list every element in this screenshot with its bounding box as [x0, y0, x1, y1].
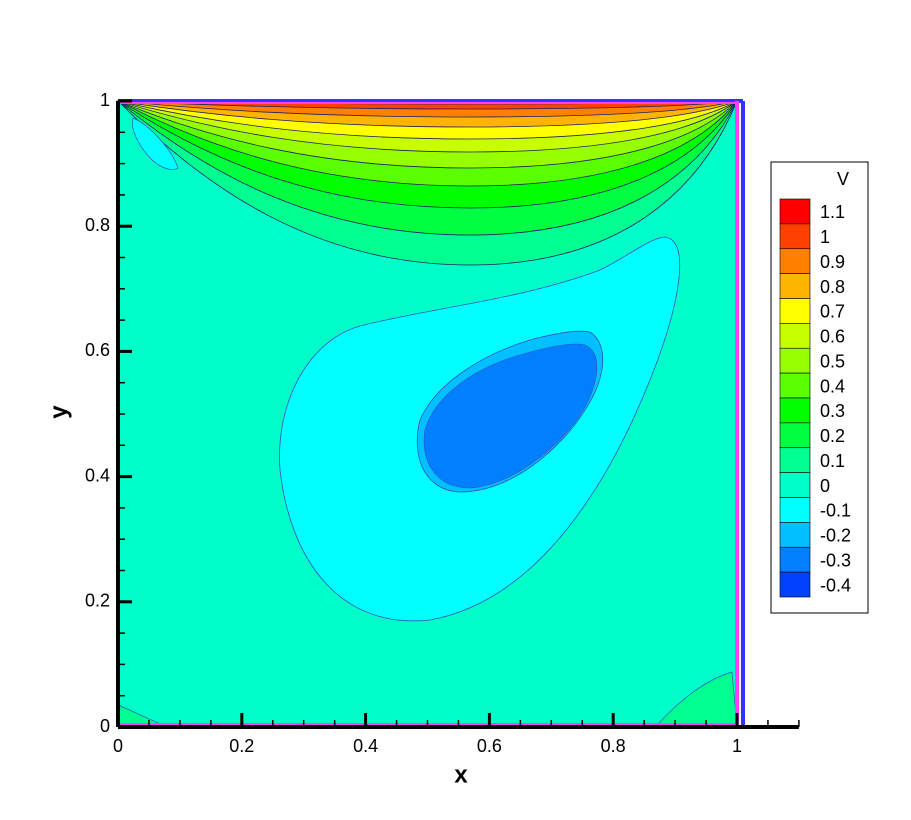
y-tick-label: 1 — [100, 90, 110, 110]
legend-swatch — [779, 273, 811, 299]
legend-swatch — [779, 497, 811, 523]
legend-swatch — [779, 323, 811, 349]
legend-label: -0.4 — [820, 575, 851, 595]
x-tick-label: 0.6 — [477, 736, 502, 756]
legend-label: 0.9 — [820, 252, 845, 272]
x-axis-title: x — [454, 761, 468, 788]
y-tick-label: 0.4 — [85, 465, 110, 485]
legend-label: 0.5 — [820, 351, 845, 371]
x-tick-label: 0.2 — [229, 736, 254, 756]
legend-swatch — [779, 422, 811, 449]
legend-label: 0 — [820, 476, 830, 496]
x-tick-label: 0.8 — [601, 736, 626, 756]
contour-region — [132, 117, 179, 170]
legend-label: -0.2 — [820, 526, 851, 546]
legend-swatch — [779, 347, 811, 374]
legend-swatch — [779, 223, 811, 250]
y-tick-label: 0.6 — [85, 340, 110, 360]
legend-title: V — [837, 169, 849, 189]
legend-label: 0.8 — [820, 277, 845, 297]
legend-swatch — [779, 571, 811, 598]
legend-swatch — [779, 522, 811, 548]
legend-swatch — [779, 472, 811, 498]
contour-region — [423, 343, 598, 489]
legend-label: 0.4 — [820, 376, 845, 396]
legend-label: 0.7 — [820, 302, 845, 322]
y-tick-label: 0.2 — [85, 591, 110, 611]
x-tick-label: 0 — [113, 736, 123, 756]
y-axis-title: y — [45, 405, 72, 419]
legend-label: 0.3 — [820, 401, 845, 421]
legend-label: 0.6 — [820, 327, 845, 347]
contour-region — [654, 671, 738, 728]
legend-label: 0.1 — [820, 451, 845, 471]
legend-label: 1 — [820, 227, 830, 247]
legend-swatch — [779, 447, 811, 473]
legend-swatch — [779, 248, 811, 274]
legend-label: 0.2 — [820, 426, 845, 446]
legend-label: -0.3 — [820, 550, 851, 570]
legend-swatch — [779, 397, 811, 424]
legend-label: 1.1 — [820, 202, 845, 222]
legend-label: -0.1 — [820, 501, 851, 521]
legend-swatch — [779, 372, 811, 399]
legend-swatch — [779, 298, 811, 324]
y-tick-label: 0.8 — [85, 215, 110, 235]
x-tick-label: 1 — [732, 736, 742, 756]
x-tick-label: 0.4 — [353, 736, 378, 756]
y-tick-label: 0 — [100, 716, 110, 736]
legend-swatch — [779, 546, 811, 573]
legend-swatch — [779, 198, 811, 225]
